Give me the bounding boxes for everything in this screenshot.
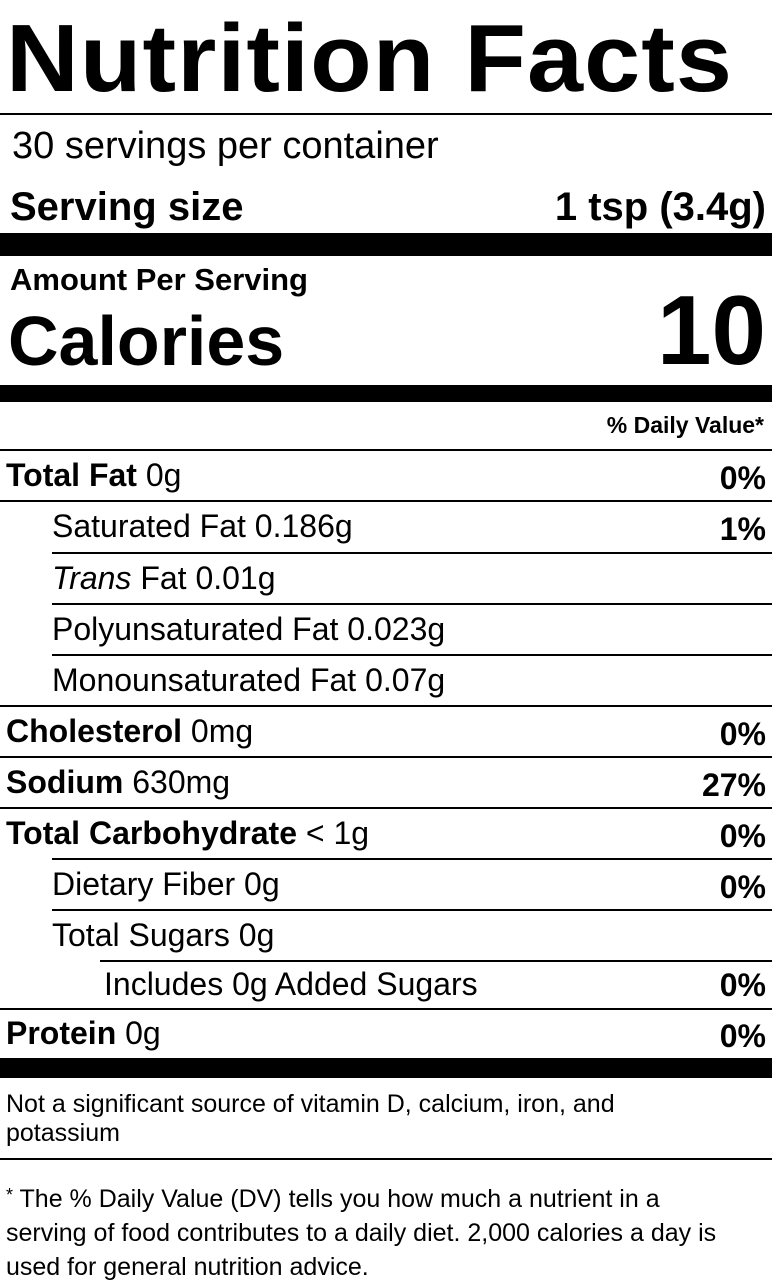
calories-value: 10 bbox=[656, 275, 766, 385]
nutrient-name: Polyunsaturated Fat bbox=[52, 611, 339, 647]
nutrient-dv: 1% bbox=[719, 511, 766, 547]
nutrient-row-dietary-fiber: Dietary Fiber 0g bbox=[52, 864, 280, 904]
divider bbox=[0, 705, 772, 707]
thick-divider bbox=[0, 1058, 772, 1078]
nutrient-name: Total Sugars bbox=[52, 917, 230, 953]
amount-per-serving: Amount Per Serving bbox=[10, 262, 308, 297]
nutrient-dv: 0% bbox=[719, 1018, 766, 1054]
divider bbox=[0, 1158, 772, 1160]
divider bbox=[0, 500, 772, 502]
divider bbox=[52, 654, 772, 656]
nutrient-row-monounsaturated-fat: Monounsaturated Fat 0.07g bbox=[52, 660, 445, 700]
nutrient-amount: 0.186g bbox=[254, 508, 353, 544]
divider bbox=[52, 858, 772, 860]
asterisk: * bbox=[6, 1185, 14, 1205]
nutrient-dv: 0% bbox=[719, 818, 766, 854]
nutrient-name: Cholesterol bbox=[6, 713, 183, 749]
divider bbox=[0, 449, 772, 451]
divider bbox=[0, 113, 772, 115]
nutrient-name: Protein bbox=[6, 1015, 117, 1051]
not-significant-note: Not a significant source of vitamin D, c… bbox=[6, 1090, 615, 1147]
divider bbox=[52, 603, 772, 605]
nutrient-dv: 0% bbox=[719, 967, 766, 1003]
label-title: Nutrition Facts bbox=[6, 5, 733, 112]
daily-value-footnote: * The % Daily Value (DV) tells you how m… bbox=[6, 1178, 746, 1284]
nutrient-row-saturated-fat: Saturated Fat 0.186g bbox=[52, 506, 353, 546]
nutrient-amount: 0mg bbox=[190, 713, 254, 749]
nutrient-row-total-fat: Total Fat 0g bbox=[6, 455, 181, 495]
divider bbox=[100, 960, 772, 962]
nutrient-amount: 0.07g bbox=[365, 662, 446, 698]
nutrient-name: Saturated Fat bbox=[52, 508, 246, 544]
nutrient-amount: 630mg bbox=[132, 764, 231, 800]
divider bbox=[52, 909, 772, 911]
nutrient-name: Monounsaturated Fat bbox=[52, 662, 357, 698]
nutrient-name: Includes 0g Added Sugars bbox=[104, 966, 478, 1002]
nutrient-dv: 27% bbox=[701, 767, 766, 803]
nutrient-row-added-sugars: Includes 0g Added Sugars bbox=[104, 964, 478, 1004]
nutrient-row-protein: Protein 0g bbox=[6, 1013, 161, 1053]
nutrient-row-total-sugars: Total Sugars 0g bbox=[52, 915, 274, 955]
nutrient-dv: 0% bbox=[719, 869, 766, 905]
divider bbox=[0, 807, 772, 809]
serving-size-value: 1 tsp (3.4g) bbox=[554, 185, 766, 229]
nutrient-amount: 0.023g bbox=[347, 611, 446, 647]
nutrient-row-polyunsaturated-fat: Polyunsaturated Fat 0.023g bbox=[52, 609, 445, 649]
divider bbox=[52, 552, 772, 554]
nutrient-name: Fat bbox=[140, 560, 187, 596]
nutrient-name: Dietary Fiber bbox=[52, 866, 236, 902]
thick-divider bbox=[0, 233, 772, 256]
nutrient-row-cholesterol: Cholesterol 0mg bbox=[6, 711, 253, 751]
divider bbox=[0, 1008, 772, 1010]
nutrient-name: Total Carbohydrate bbox=[6, 815, 297, 851]
nutrient-row-total-carbohydrate: Total Carbohydrate < 1g bbox=[6, 813, 369, 853]
nutrient-row-trans-fat: Trans Fat 0.01g bbox=[52, 558, 276, 598]
nutrient-row-sodium: Sodium 630mg bbox=[6, 762, 230, 802]
nutrient-name: Total Fat bbox=[6, 457, 137, 493]
nutrient-dv: 0% bbox=[719, 460, 766, 496]
daily-value-header: % Daily Value* bbox=[606, 412, 764, 438]
nutrient-amount: 0g bbox=[145, 457, 182, 493]
daily-value-note: The % Daily Value (DV) tells you how muc… bbox=[6, 1185, 717, 1281]
nutrient-dv: 0% bbox=[719, 716, 766, 752]
nutrient-amount: 0g bbox=[244, 866, 280, 902]
thick-divider bbox=[0, 385, 772, 402]
nutrient-name: Sodium bbox=[6, 764, 124, 800]
nutrient-amount: 0g bbox=[238, 917, 275, 953]
nutrient-amount: 0g bbox=[125, 1015, 161, 1051]
nutrient-name-italic: Trans bbox=[52, 560, 132, 596]
nutrient-amount: 0.01g bbox=[195, 560, 276, 596]
divider bbox=[0, 756, 772, 758]
calories-label: Calories bbox=[8, 302, 285, 380]
nutrient-amount: < 1g bbox=[305, 815, 370, 851]
servings-per-container: 30 servings per container bbox=[12, 125, 439, 167]
serving-size-label: Serving size bbox=[10, 185, 244, 229]
